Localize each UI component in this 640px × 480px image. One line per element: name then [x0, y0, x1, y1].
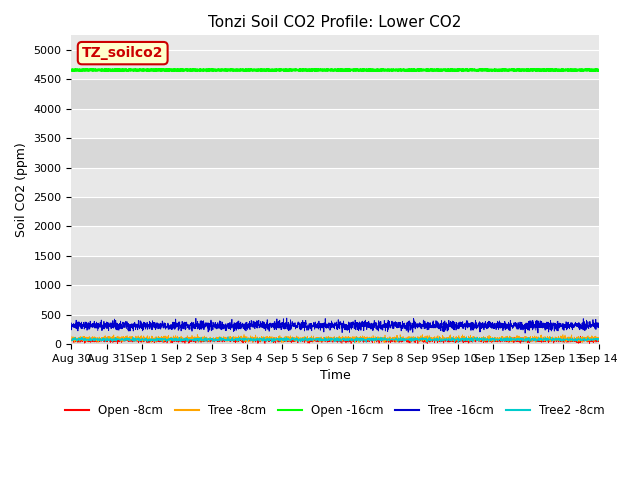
Title: Tonzi Soil CO2 Profile: Lower CO2: Tonzi Soil CO2 Profile: Lower CO2 [208, 15, 461, 30]
Legend: Open -8cm, Tree -8cm, Open -16cm, Tree -16cm, Tree2 -8cm: Open -8cm, Tree -8cm, Open -16cm, Tree -… [61, 399, 609, 421]
Bar [72, 109, 598, 138]
Bar [72, 138, 598, 168]
Bar [72, 79, 598, 109]
Bar [72, 168, 598, 197]
Bar [72, 314, 598, 344]
Bar [72, 197, 598, 227]
Bar [72, 227, 598, 256]
Bar [72, 50, 598, 79]
Y-axis label: Soil CO2 (ppm): Soil CO2 (ppm) [15, 142, 28, 237]
X-axis label: Time: Time [319, 369, 350, 382]
Bar [72, 285, 598, 314]
Bar [72, 256, 598, 285]
Text: TZ_soilco2: TZ_soilco2 [82, 46, 163, 60]
